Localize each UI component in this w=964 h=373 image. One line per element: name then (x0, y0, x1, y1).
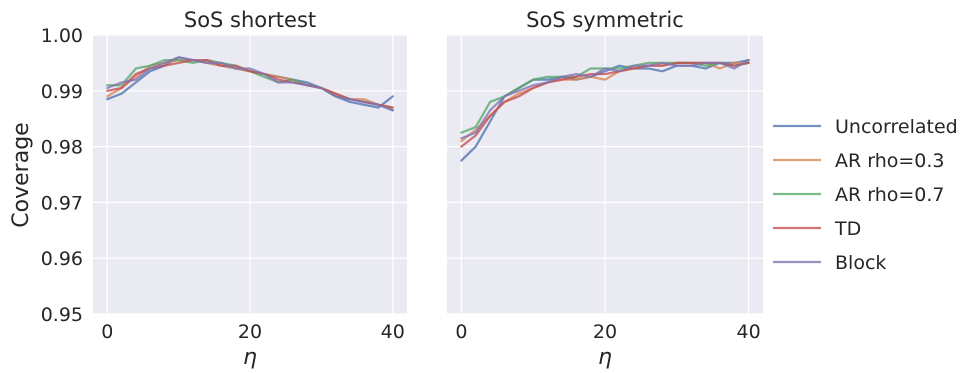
series-lines (106, 56, 394, 112)
x-axis-label: η (243, 345, 257, 370)
legend-label: AR rho=0.7 (835, 184, 945, 206)
x-tick-label: 20 (593, 321, 617, 343)
panel-title: SoS symmetric (526, 8, 684, 32)
x-tick-label: 0 (101, 321, 113, 343)
x-tick-label: 40 (381, 321, 405, 343)
grid-lines (447, 34, 763, 315)
series-lines (460, 59, 750, 162)
y-axis-label: Coverage (9, 122, 34, 227)
series-line-4 (460, 59, 750, 140)
legend-label: TD (834, 218, 861, 240)
y-tick-labels: 0.95 0.96 0.97 0.98 0.99 1.00 (41, 25, 83, 326)
legend: Uncorrelated AR rho=0.3 AR rho=0.7 TD Block (773, 116, 958, 274)
x-tick-labels: 0 20 40 (455, 321, 760, 343)
y-tick-label: 0.99 (41, 81, 83, 103)
x-tick-label: 20 (238, 321, 262, 343)
series-line-4 (106, 56, 394, 112)
legend-label: AR rho=0.3 (835, 150, 945, 172)
x-axis-label: η (598, 345, 612, 370)
legend-label: Uncorrelated (835, 116, 958, 138)
y-tick-label: 0.97 (41, 192, 83, 214)
y-tick-label: 0.96 (41, 248, 83, 270)
y-tick-label: 0.98 (41, 137, 83, 159)
legend-label: Block (835, 252, 886, 274)
panel-sos-shortest: 0 20 40 0.95 0.96 0.97 0.98 0.99 1.00 SoS short… (41, 8, 407, 370)
grid-lines (93, 34, 407, 315)
x-tick-label: 0 (455, 321, 467, 343)
y-tick-label: 0.95 (41, 304, 83, 326)
x-tick-label: 40 (737, 321, 761, 343)
panel-title: SoS shortest (184, 8, 316, 32)
panel-sos-symmetric: 0 20 40 SoS symmetric η (447, 8, 763, 370)
y-tick-label: 1.00 (41, 25, 83, 47)
x-tick-labels: 0 20 40 (101, 321, 405, 343)
